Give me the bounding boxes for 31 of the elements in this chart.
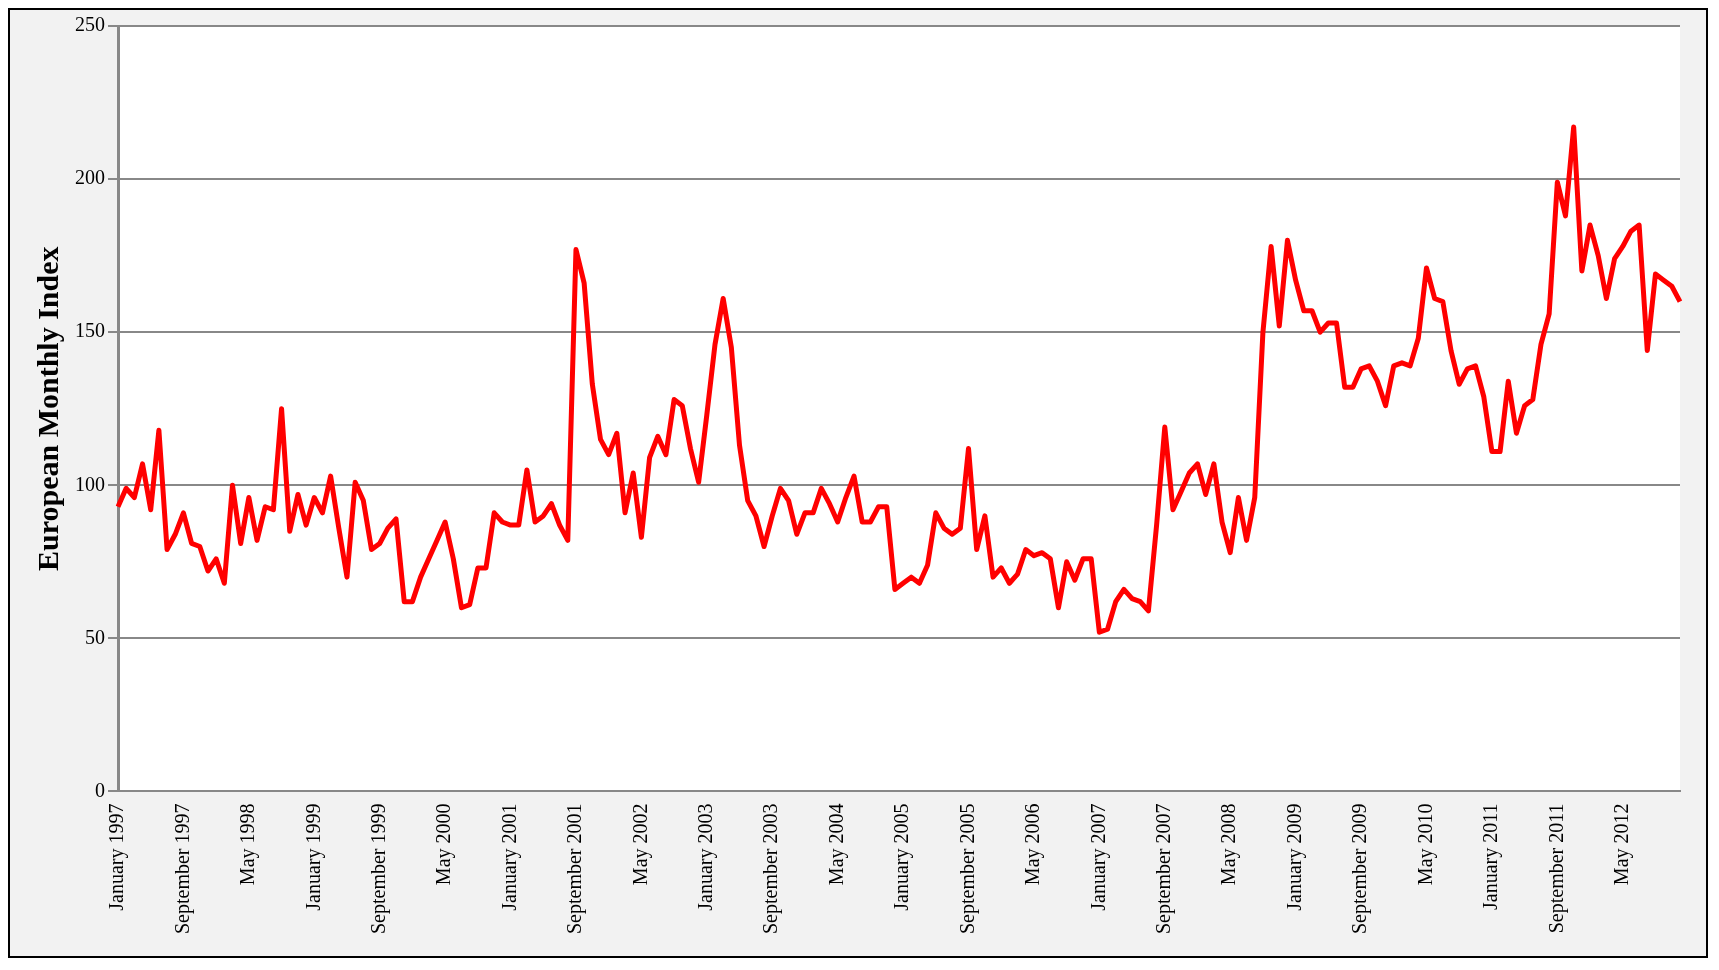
x-tick-label: September 2001 (563, 803, 587, 934)
y-axis-title: European Monthly Index (30, 246, 64, 571)
x-tick-label: January 2007 (1086, 803, 1110, 911)
x-tick-label: May 2012 (1610, 803, 1633, 886)
x-tick-label: May 2004 (824, 803, 848, 886)
y-tick-label: 0 (95, 778, 105, 801)
y-tick-label: 150 (75, 319, 105, 342)
x-tick-label: September 2009 (1348, 803, 1372, 934)
y-tick-label: 250 (75, 13, 105, 36)
x-tick-label: May 2006 (1021, 803, 1045, 886)
x-tick-label: January 2011 (1479, 803, 1503, 910)
y-tick-label: 50 (85, 625, 105, 648)
x-tick-label: May 2000 (432, 803, 456, 886)
y-tick-label: 200 (75, 166, 105, 189)
x-tick-label: January 2003 (694, 803, 718, 911)
x-tick-label: January 2005 (890, 803, 914, 911)
x-tick-label: January 2001 (497, 803, 521, 911)
x-tick-label: January 1997 (105, 803, 129, 911)
x-tick-label: January 2009 (1282, 803, 1306, 911)
x-tick-label: September 2003 (759, 803, 783, 934)
x-tick-label: September 2007 (1152, 803, 1176, 934)
x-tick-label: September 2005 (955, 803, 979, 934)
x-tick-label: May 1998 (236, 803, 260, 886)
x-tick-label: May 2002 (628, 803, 652, 886)
x-tick-label: May 2008 (1217, 803, 1241, 886)
y-tick-label: 100 (75, 472, 105, 495)
x-tick-label: September 2011 (1544, 803, 1568, 934)
x-tick-label: September 1997 (170, 803, 194, 934)
x-tick-label: September 1999 (366, 803, 390, 934)
x-tick-label: May 2010 (1413, 803, 1437, 886)
x-tick-label: January 1999 (301, 803, 325, 911)
